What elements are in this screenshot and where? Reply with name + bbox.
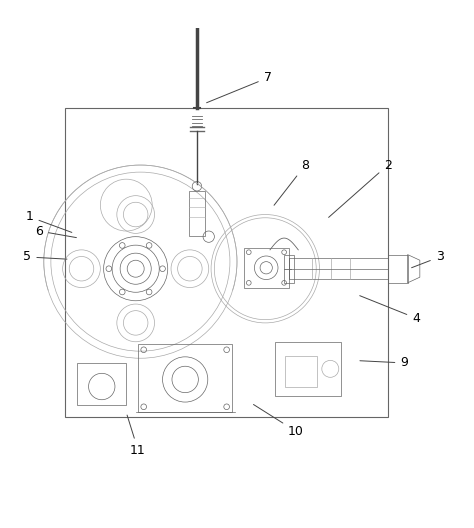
Text: 11: 11	[127, 415, 146, 457]
Bar	[289, 258, 388, 279]
Text: 8: 8	[274, 158, 310, 205]
Text: 6: 6	[35, 224, 76, 238]
Text: 1: 1	[26, 210, 72, 232]
Text: 4: 4	[360, 296, 420, 325]
Bar	[284, 254, 293, 283]
Bar	[138, 344, 232, 412]
Bar	[285, 356, 317, 386]
Text: 7: 7	[207, 71, 272, 103]
Text: 2: 2	[328, 158, 392, 218]
Bar	[388, 254, 408, 283]
Bar	[189, 191, 205, 235]
Text: 3: 3	[411, 250, 444, 268]
Bar	[275, 342, 341, 396]
Text: 5: 5	[23, 250, 67, 263]
Bar	[244, 248, 289, 288]
Text: 10: 10	[254, 404, 304, 438]
Bar	[77, 363, 126, 406]
Text: 9: 9	[360, 356, 408, 370]
Bar	[65, 108, 388, 417]
